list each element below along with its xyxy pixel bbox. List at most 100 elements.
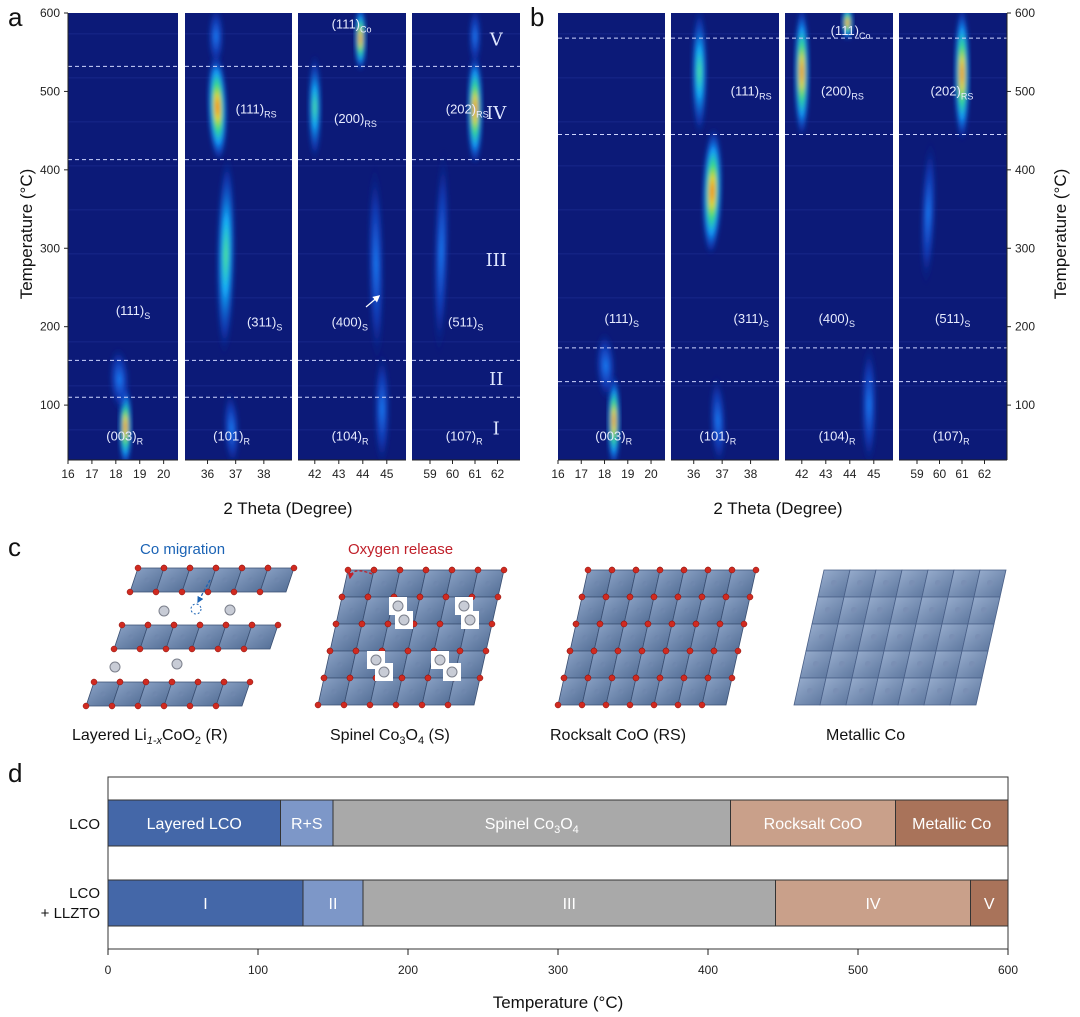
noise-streak [785, 385, 893, 387]
peak-label: (104)R [819, 428, 856, 446]
noise-streak [899, 77, 1007, 79]
cobalt-atom [660, 608, 666, 613]
oxygen-release-arrow [347, 570, 373, 580]
oxygen-atom [448, 566, 456, 574]
x-tick-label: 36 [687, 467, 701, 481]
y-tick-label: 200 [40, 320, 60, 334]
oxygen-atom [384, 620, 392, 628]
oxygen-atom [416, 593, 424, 601]
panel-b-heatmap: (003)R (111)S 16 17 18 19 20 (101)R (111)RS (311)… [551, 6, 1035, 481]
cobalt-atom [911, 688, 917, 694]
noise-streak [671, 253, 779, 255]
x-tick-label: 20 [644, 467, 658, 481]
noise-streak [671, 341, 779, 343]
cobalt-atom [732, 608, 738, 613]
peak-label: (111)RS [236, 101, 277, 119]
diffraction-peak [702, 126, 723, 257]
x-tick-label: 17 [575, 467, 589, 481]
x-tick-label: 44 [356, 467, 370, 481]
oxygen-atom [220, 678, 228, 686]
oxygen-atom [144, 621, 152, 629]
noise-streak [785, 341, 893, 343]
bar-row-label: + LLZTO [41, 905, 100, 922]
panel-a-ylabel: Temperature (°C) [17, 169, 36, 300]
peak-label: (311)S [247, 315, 282, 333]
oxygen-atom [632, 674, 640, 682]
phase-segment-label: III [563, 896, 576, 913]
cobalt-atom [343, 635, 349, 640]
oxygen-atom [482, 647, 490, 655]
noise-streak [899, 121, 1007, 123]
noise-streak [68, 341, 178, 343]
phase-segment-label: Spinel Co3O4 [485, 816, 579, 836]
x-tick-label: 100 [248, 963, 268, 977]
oxygen-atom [680, 674, 688, 682]
panel-d-phase-bars: Layered LCO R+S Spinel Co3O4 Rocksalt CoO Me… [41, 776, 1018, 977]
cobalt-atom [636, 608, 642, 613]
peak-label: (101)R [213, 428, 250, 446]
noise-streak [298, 209, 406, 211]
diffraction-peak [433, 146, 450, 359]
noise-streak [671, 165, 779, 167]
noise-streak [899, 165, 1007, 167]
noise-streak [298, 121, 406, 123]
y-tick-label: 200 [1015, 320, 1035, 334]
cobalt-atom [642, 689, 648, 694]
oxygen-atom [338, 593, 346, 601]
noise-streak [671, 209, 779, 211]
phase-segment-label: IV [865, 896, 880, 913]
oxygen-atom [698, 701, 706, 709]
cobalt-atom [100, 691, 106, 697]
region-label-III: III [486, 250, 507, 271]
peak-label: (107)R [933, 428, 970, 446]
cobalt-atom [839, 661, 845, 667]
peak-label: (111)S [605, 311, 639, 329]
diffraction-peak [467, 52, 483, 167]
y-tick-label: 100 [40, 398, 60, 412]
oxygen-atom [638, 647, 646, 655]
lithium-atom [378, 666, 390, 678]
oxygen-atom [90, 678, 98, 686]
cobalt-atom [708, 608, 714, 613]
cobalt-atom [929, 607, 935, 613]
noise-streak [558, 253, 665, 255]
cobalt-atom [258, 634, 264, 640]
oxygen-atom [474, 566, 482, 574]
oxygen-atom [488, 620, 496, 628]
cobalt-atom [891, 661, 897, 667]
noise-streak [558, 121, 665, 123]
noise-streak [298, 253, 406, 255]
oxygen-atom [256, 588, 264, 596]
cobalt-atom [274, 577, 280, 583]
x-tick-label: 44 [843, 467, 857, 481]
cobalt-atom [883, 580, 889, 586]
oxygen-atom [366, 701, 374, 709]
cobalt-atom [594, 581, 600, 586]
phase-segment-label: V [984, 896, 995, 913]
phase-segment [895, 799, 1009, 847]
noise-streak [785, 253, 893, 255]
phase-segment [280, 799, 334, 847]
oxygen-atom [346, 674, 354, 682]
phase-segment-label: R+S [291, 816, 323, 833]
x-tick-label: 16 [61, 467, 75, 481]
oxygen-atom [444, 701, 452, 709]
cobalt-atom [618, 581, 624, 586]
oxygen-atom [134, 564, 142, 572]
oxygen-atom [584, 566, 592, 574]
lithium-atom [464, 614, 476, 626]
cobalt-atom [877, 607, 883, 613]
noise-streak [298, 33, 406, 35]
oxygen-atom [364, 593, 372, 601]
cobalt-atom [885, 688, 891, 694]
noise-streak [68, 121, 178, 123]
y-tick-label: 500 [40, 84, 60, 98]
diffraction-peak [373, 350, 391, 460]
y-tick-label: 300 [40, 241, 60, 255]
cobalt-atom [961, 580, 967, 586]
cobalt-atom [331, 689, 337, 694]
cobalt-atom [825, 607, 831, 613]
x-tick-label: 45 [867, 467, 881, 481]
panel-b-xlabel: 2 Theta (Degree) [713, 499, 842, 518]
